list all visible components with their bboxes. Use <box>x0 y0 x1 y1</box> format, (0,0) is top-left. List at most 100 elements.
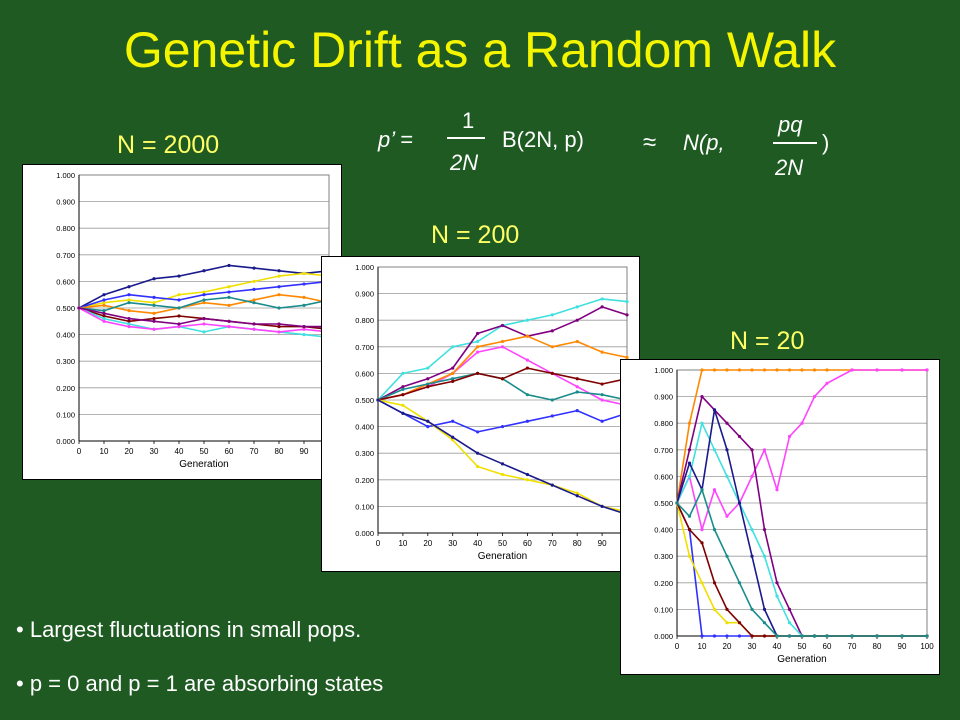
data-point <box>77 306 81 310</box>
x-tick-label: 60 <box>523 539 532 548</box>
data-point <box>451 435 455 439</box>
series-line-9 <box>377 399 628 516</box>
data-point <box>451 371 455 375</box>
data-point <box>302 271 306 276</box>
data-point <box>177 306 181 310</box>
x-tick-label: 60 <box>823 642 832 651</box>
data-point <box>376 398 380 402</box>
y-tick-label: 0.200 <box>654 579 673 588</box>
data-point <box>925 634 929 638</box>
data-point <box>600 393 604 397</box>
data-point <box>875 634 879 638</box>
data-point <box>550 414 554 418</box>
data-point <box>177 274 181 278</box>
equation-lhs: p’ = <box>378 127 413 152</box>
y-tick-label: 0.000 <box>56 437 75 446</box>
x-tick-label: 30 <box>150 447 159 456</box>
data-point <box>401 393 405 397</box>
data-point <box>712 448 717 452</box>
data-point <box>451 377 455 381</box>
y-tick-label: 0.100 <box>654 605 673 614</box>
data-point <box>775 634 779 638</box>
y-tick-label: 0.100 <box>355 502 374 511</box>
equation-frac2-numerator: pq <box>778 112 803 137</box>
data-point <box>277 322 281 326</box>
chart-n2000-svg: 0.000 0.100 0.200 0.300 0.400 0.500 0.600 0.700… <box>56 171 336 470</box>
data-point <box>401 403 405 407</box>
data-point <box>600 504 604 508</box>
data-point <box>575 390 579 394</box>
data-point <box>550 313 554 317</box>
bullet-dot: • <box>16 617 30 642</box>
data-point <box>750 634 754 638</box>
y-tick-label: 0.300 <box>56 357 75 366</box>
x-axis-label: Generation <box>478 551 527 562</box>
data-point <box>127 325 131 329</box>
data-point <box>426 377 430 381</box>
data-point <box>202 293 206 297</box>
data-point <box>600 419 604 423</box>
data-point <box>152 301 156 305</box>
data-point <box>102 317 106 321</box>
bullet-1: • Largest fluctuations in small pops. <box>16 617 361 643</box>
series-line-1 <box>676 369 927 504</box>
data-point <box>500 462 505 466</box>
data-point <box>550 398 554 402</box>
y-tick-label: 0.900 <box>355 290 374 299</box>
data-point <box>152 303 156 307</box>
data-point <box>712 581 717 585</box>
chart-n20: 0.000 0.100 0.200 0.300 0.400 0.500 0.600 0.700… <box>620 359 940 675</box>
x-tick-label: 70 <box>848 642 857 651</box>
data-point <box>600 297 604 301</box>
data-point <box>426 385 430 389</box>
data-point <box>787 368 792 372</box>
x-tick-label: 70 <box>250 447 259 456</box>
y-tick-label: 0.400 <box>654 526 673 535</box>
data-point <box>775 368 779 372</box>
data-point <box>737 501 742 505</box>
label-n2000: N = 2000 <box>117 131 220 159</box>
data-point <box>102 298 106 302</box>
y-tick-label: 0.200 <box>56 384 75 393</box>
data-point <box>850 368 854 372</box>
y-tick-label: 0.700 <box>355 343 374 352</box>
data-point <box>252 322 256 326</box>
equation-frac2-bar <box>773 142 817 144</box>
x-tick-label: 30 <box>448 539 457 548</box>
data-point <box>687 421 692 425</box>
y-tick-label: 0.400 <box>355 423 374 432</box>
data-point <box>750 368 754 372</box>
data-point <box>401 385 405 389</box>
data-point <box>177 298 181 302</box>
x-tick-label: 0 <box>376 539 381 548</box>
data-point <box>625 313 629 317</box>
x-tick-label: 80 <box>573 539 582 548</box>
x-tick-label: 10 <box>698 642 707 651</box>
y-tick-label: 0.400 <box>56 331 75 340</box>
data-point <box>102 301 106 305</box>
data-point <box>202 330 206 334</box>
data-point <box>762 621 767 625</box>
y-tick-label: 0.200 <box>355 476 374 485</box>
chart-n200: 0.000 0.100 0.200 0.300 0.400 0.500 0.600 0.700… <box>321 256 640 572</box>
data-point <box>525 393 529 397</box>
data-point <box>550 371 554 375</box>
data-point <box>575 409 579 413</box>
data-point <box>575 491 579 495</box>
data-point <box>500 425 505 429</box>
data-point <box>600 350 604 354</box>
data-point <box>227 290 231 294</box>
data-point <box>675 501 679 505</box>
label-n200: N = 200 <box>431 221 520 249</box>
data-point <box>102 303 106 307</box>
data-point <box>302 327 306 331</box>
bullet-1-text: Largest fluctuations in small pops. <box>29 617 362 642</box>
x-tick-label: 90 <box>898 642 907 651</box>
data-point <box>401 387 405 391</box>
data-point <box>277 285 281 289</box>
data-point <box>426 382 430 386</box>
equation-frac1-denominator: 2N <box>450 150 479 175</box>
data-point <box>525 334 529 338</box>
x-axis-label: Generation <box>777 654 826 665</box>
data-point <box>550 483 554 487</box>
